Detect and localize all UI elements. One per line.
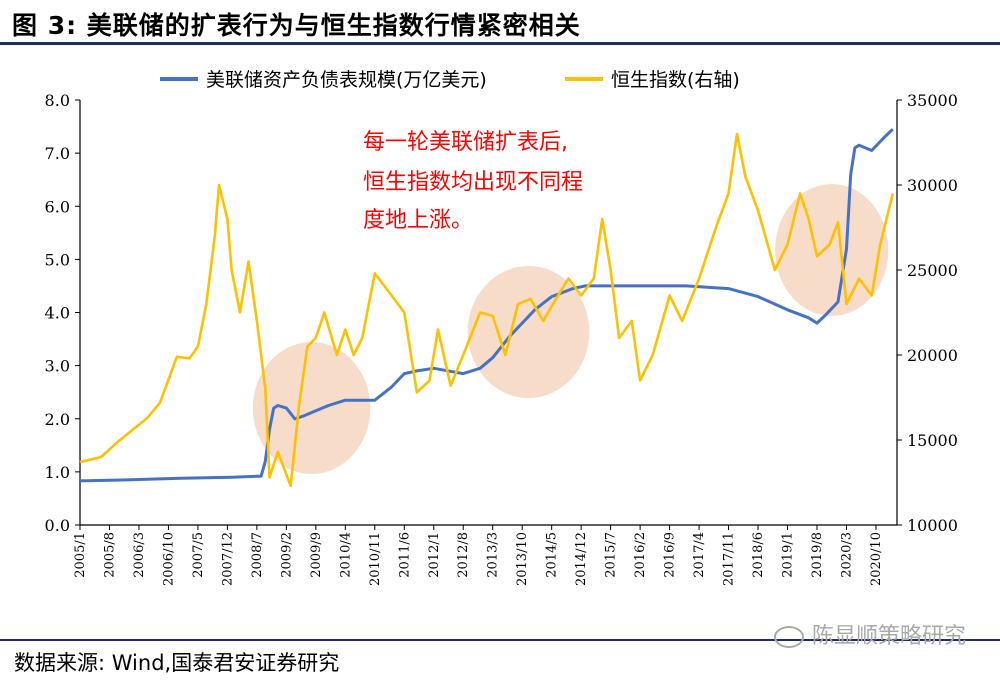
y-right-tick-label: 25000 — [907, 261, 958, 280]
x-tick-label: 2007/12 — [220, 532, 235, 586]
x-tick-label: 2014/5 — [545, 532, 560, 578]
x-tick-label: 2016/2 — [633, 532, 648, 578]
x-axis: 2005/1 2005/8 2006/3 2006/10 2007/5 2007/12 20… — [73, 525, 884, 586]
annotation-line-2: 恒生指数均出现不同程 — [363, 170, 583, 195]
source-note: 数据来源: Wind,国泰君安证券研究 — [14, 651, 340, 675]
y-left-tick-label: 0.0 — [45, 516, 70, 535]
highlight-region-2 — [467, 266, 590, 398]
x-tick-label: 2017/11 — [722, 532, 737, 586]
x-tick-label: 2017/4 — [692, 532, 707, 578]
x-tick-label: 2013/3 — [486, 532, 501, 578]
y-axis-left: 0.0 1.0 2.0 3.0 4.0 5.0 6.0 7.0 8.0 — [45, 91, 80, 535]
y-right-tick-label: 35000 — [907, 91, 958, 110]
figure-title: 图 3: 美联储的扩表行为与恒生指数行情紧密相关 — [12, 11, 581, 40]
x-tick-label: 2013/10 — [515, 532, 530, 586]
legend-label-fed: 美联储资产负债表规模(万亿美元) — [206, 69, 487, 91]
y-right-tick-label: 10000 — [907, 516, 958, 535]
legend: 美联储资产负债表规模(万亿美元) 恒生指数(右轴) — [160, 69, 740, 91]
y-left-tick-label: 1.0 — [45, 463, 70, 482]
x-tick-label: 2005/1 — [73, 532, 88, 578]
hang-seng-index-line — [79, 132, 895, 488]
x-tick-label: 2008/7 — [250, 532, 265, 578]
x-tick-label: 2006/10 — [161, 532, 176, 586]
highlight-region-3 — [775, 184, 889, 316]
y-right-tick-label: 20000 — [907, 346, 958, 365]
x-tick-label: 2010/4 — [338, 532, 353, 578]
y-left-tick-label: 5.0 — [45, 250, 70, 269]
annotation: 每一轮美联储扩表后, 恒生指数均出现不同程 度地上涨。 — [363, 130, 583, 233]
y-axis-right: 10000 15000 20000 25000 30000 35000 — [897, 91, 958, 535]
y-right-tick-label: 30000 — [907, 176, 958, 195]
y-left-tick-label: 8.0 — [45, 91, 70, 110]
highlight-regions — [252, 184, 889, 474]
x-tick-label: 2020/3 — [839, 532, 854, 578]
title-rule — [0, 42, 1000, 45]
x-tick-label: 2020/10 — [869, 532, 884, 586]
annotation-line-3: 度地上涨。 — [363, 208, 473, 233]
x-tick-label: 2009/2 — [279, 532, 294, 578]
x-tick-label: 2011/6 — [397, 532, 412, 578]
y-left-tick-label: 3.0 — [45, 357, 70, 376]
x-tick-label: 2019/8 — [810, 532, 825, 578]
legend-label-hsi: 恒生指数(右轴) — [611, 69, 740, 91]
x-tick-label: 2012/1 — [427, 532, 442, 578]
x-tick-label: 2019/1 — [781, 532, 796, 578]
x-tick-label: 2018/6 — [751, 532, 766, 578]
x-tick-label: 2014/12 — [574, 532, 589, 586]
series-lines — [79, 128, 895, 488]
x-tick-label: 2006/3 — [132, 532, 147, 578]
watermark: 陈显顺策略研究 — [773, 618, 966, 650]
x-tick-label: 2012/8 — [456, 532, 471, 578]
x-tick-label: 2007/5 — [191, 532, 206, 578]
y-left-tick-label: 4.0 — [45, 304, 70, 323]
chart: 0.0 1.0 2.0 3.0 4.0 5.0 6.0 7.0 8.0 10000 15000 20… — [45, 69, 958, 586]
y-left-tick-label: 2.0 — [45, 410, 70, 429]
y-left-tick-label: 6.0 — [45, 197, 70, 216]
x-tick-label: 2005/8 — [102, 532, 117, 578]
x-tick-label: 2010/11 — [368, 532, 383, 586]
annotation-line-1: 每一轮美联储扩表后, — [363, 130, 568, 155]
y-left-tick-label: 7.0 — [45, 144, 70, 163]
footer-rule — [0, 639, 1000, 641]
x-tick-label: 2015/7 — [604, 532, 619, 578]
wechat-icon — [773, 626, 804, 648]
highlight-region-1 — [252, 342, 371, 474]
y-right-tick-label: 15000 — [907, 431, 958, 450]
x-tick-label: 2016/9 — [663, 532, 678, 578]
watermark-text: 陈显顺策略研究 — [811, 624, 966, 649]
x-tick-label: 2009/9 — [309, 532, 324, 578]
fed-balance-sheet-line — [79, 128, 894, 483]
